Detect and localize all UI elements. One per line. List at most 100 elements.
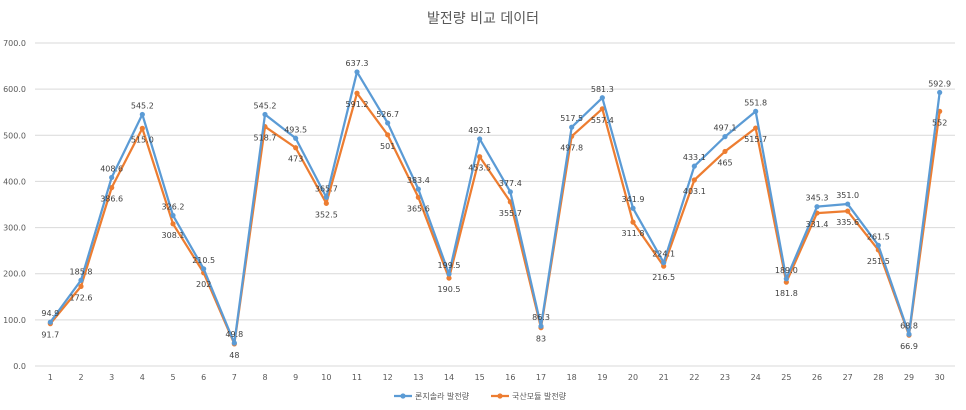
data-point — [814, 204, 820, 210]
x-tick-label: 29 — [904, 373, 914, 382]
legend-marker — [497, 393, 503, 399]
data-point — [109, 174, 115, 181]
y-tick-label: 200.0 — [3, 270, 26, 279]
y-tick-label: 0.0 — [13, 362, 26, 371]
data-label: 202 — [196, 280, 211, 289]
x-tick-label: 11 — [352, 373, 362, 382]
x-tick-label: 3 — [109, 373, 114, 382]
y-tick-label: 500.0 — [3, 131, 26, 140]
y-tick-label: 400.0 — [3, 177, 26, 186]
x-tick-label: 5 — [170, 373, 175, 382]
data-label: 224.1 — [652, 250, 675, 259]
data-label: 91.7 — [41, 331, 59, 340]
data-point — [446, 271, 452, 277]
data-label: 581.3 — [591, 85, 614, 94]
data-label: 94.9 — [41, 309, 59, 318]
data-point — [78, 283, 84, 289]
legend-marker — [400, 393, 406, 399]
x-tick-label: 2 — [78, 373, 83, 382]
data-point — [231, 340, 237, 346]
data-label: 335.6 — [836, 218, 859, 227]
data-label: 453.5 — [468, 164, 491, 173]
data-point — [78, 277, 84, 283]
x-tick-label: 27 — [843, 373, 853, 382]
data-point — [139, 111, 145, 118]
data-labels: 94.9 91.7 185.8 172.6 408.6 386.6 545.2 515.0 32… — [41, 59, 951, 360]
data-label: 465 — [717, 158, 732, 167]
data-label: 526.7 — [376, 110, 399, 119]
x-tick-label: 26 — [812, 373, 822, 382]
x-tick-label: 9 — [293, 373, 298, 382]
data-label: 365.6 — [407, 204, 430, 213]
data-label: 308.1 — [162, 231, 185, 240]
legend-label: 국산모듈 발전량 — [512, 391, 567, 401]
data-label: 497.8 — [560, 143, 583, 152]
x-tick-label: 13 — [413, 373, 423, 382]
x-tick-label: 23 — [720, 373, 730, 382]
data-label: 216.5 — [652, 273, 675, 282]
data-label: 311.8 — [622, 229, 645, 238]
data-label: 199.5 — [438, 261, 461, 270]
data-label: 181.8 — [775, 289, 798, 298]
data-label: 251.5 — [867, 257, 890, 266]
data-label: 386.6 — [100, 195, 123, 204]
x-tick-label: 24 — [751, 373, 761, 382]
data-label: 352.5 — [315, 210, 338, 219]
data-label: 351.0 — [836, 191, 859, 200]
data-label: 592.9 — [928, 79, 951, 88]
data-label: 515.7 — [744, 135, 767, 144]
y-axis-ticks: 0.0 100.0 200.0 300.0 400.0 500.0 600.0 700.0 — [3, 39, 26, 371]
data-point — [783, 276, 789, 282]
x-tick-label: 7 — [232, 373, 237, 382]
data-point — [170, 221, 176, 227]
data-point — [845, 201, 851, 207]
x-tick-label: 25 — [781, 373, 791, 382]
data-label: 48 — [229, 351, 239, 360]
x-tick-label: 8 — [262, 373, 267, 382]
data-point — [599, 95, 605, 101]
data-point — [293, 135, 299, 141]
x-tick-label: 28 — [873, 373, 883, 382]
data-point — [753, 125, 759, 131]
data-label: 408.6 — [100, 164, 123, 173]
data-point — [845, 208, 851, 214]
data-label: 326.2 — [162, 202, 185, 211]
data-point — [630, 219, 636, 225]
data-label: 433.1 — [683, 153, 706, 162]
x-tick-label: 12 — [383, 373, 393, 382]
data-label: 545.2 — [254, 101, 277, 110]
data-label: 185.8 — [70, 267, 93, 276]
data-label: 473 — [288, 155, 303, 164]
series-lines — [47, 69, 943, 347]
data-label: 86.3 — [532, 313, 550, 322]
x-tick-label: 10 — [321, 373, 331, 382]
x-tick-label: 17 — [536, 373, 546, 382]
data-label: 552 — [932, 118, 947, 127]
data-label: 517.5 — [560, 114, 583, 123]
data-point — [569, 124, 575, 130]
data-point — [354, 69, 360, 75]
data-label: 210.5 — [192, 256, 215, 265]
data-point — [630, 205, 636, 211]
x-tick-label: 6 — [201, 373, 206, 382]
x-tick-label: 22 — [689, 373, 699, 382]
data-point — [477, 136, 483, 142]
data-label: 66.9 — [900, 342, 918, 351]
data-point — [139, 125, 145, 131]
data-point — [477, 154, 483, 160]
y-tick-label: 600.0 — [3, 85, 26, 94]
data-point — [170, 212, 176, 219]
data-point — [385, 120, 391, 126]
data-point — [354, 90, 360, 96]
data-point — [599, 106, 605, 112]
data-label: 501 — [380, 142, 395, 151]
data-label: 189.0 — [775, 266, 798, 275]
data-point — [722, 148, 728, 155]
x-axis-ticks: 1 2 3 4 5 6 7 8 9 10 11 12 13 14 15 16 17 18 19 20 21 22 23 24 2… — [48, 373, 945, 382]
data-point — [691, 177, 697, 183]
data-point — [538, 323, 544, 329]
data-point — [691, 163, 697, 169]
x-tick-label: 1 — [48, 373, 53, 382]
data-point — [323, 200, 329, 206]
